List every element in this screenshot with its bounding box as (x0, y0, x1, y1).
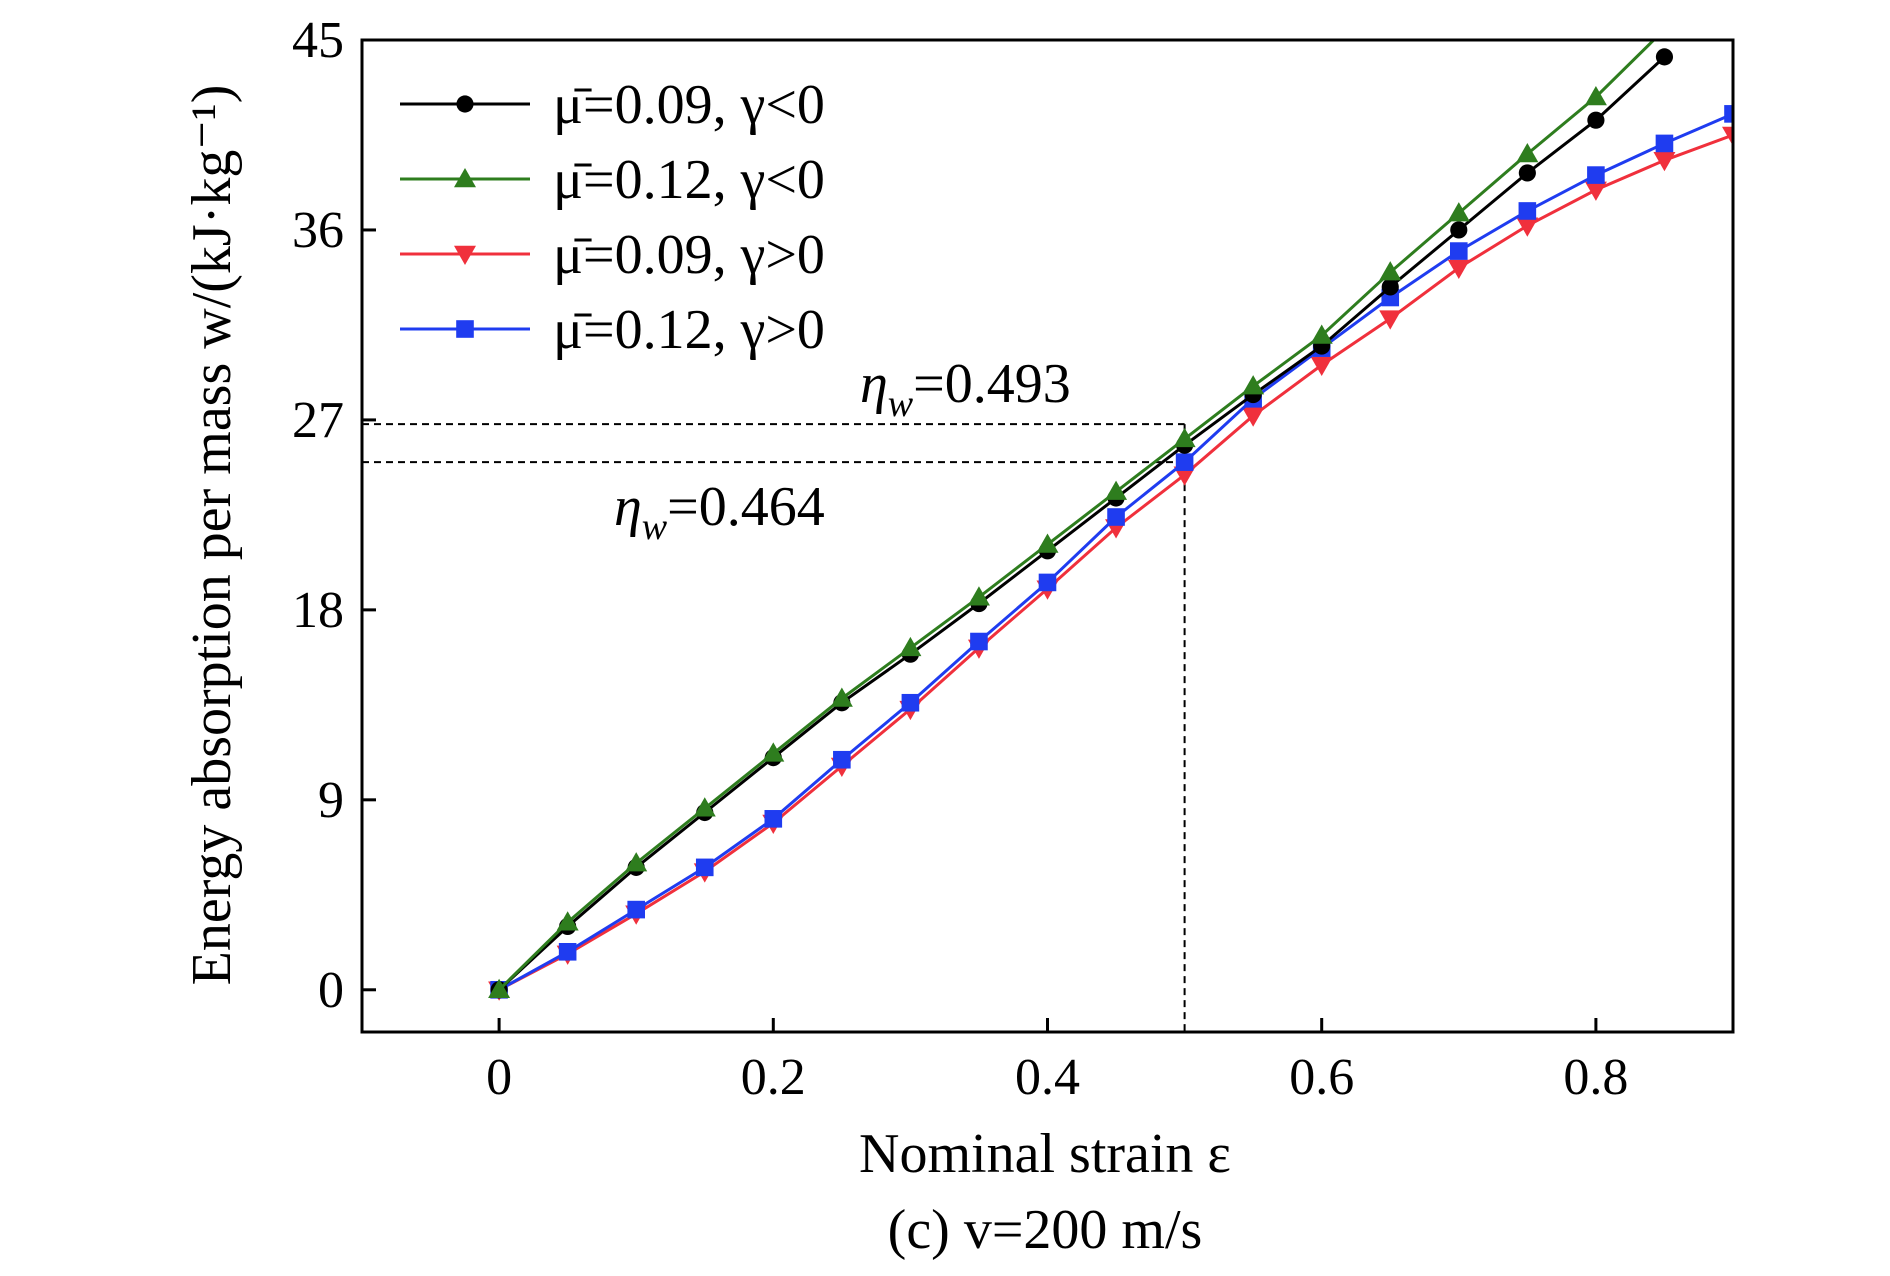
x-tick-label: 0.2 (741, 1049, 806, 1106)
data-point (693, 797, 716, 817)
data-point (1242, 407, 1265, 427)
data-point (1175, 453, 1194, 471)
data-point (1518, 202, 1537, 220)
data-point (1173, 427, 1196, 448)
data-point (1653, 152, 1676, 172)
y-tick-label: 36 (292, 202, 344, 259)
series-line (498, 55, 1666, 991)
data-point (1036, 533, 1059, 553)
data-point (456, 95, 474, 113)
axis-ticks-y: 0 9 18 27 36 45 (292, 12, 376, 1019)
data-point (764, 810, 783, 828)
data-point (970, 632, 988, 651)
data-point (899, 636, 922, 657)
legend-item: μ̄=0.12, γ>0 (400, 299, 825, 361)
data-point (1105, 480, 1128, 500)
data-point (627, 900, 645, 919)
x-tick-label: 0.8 (1563, 1049, 1628, 1106)
data-point (625, 852, 648, 872)
data-point (456, 320, 474, 338)
legend-item: μ̄=0.12, γ<0 (400, 149, 825, 211)
data-point (1587, 166, 1605, 184)
data-point (1653, 18, 1675, 37)
legend-label: μ̄=0.09, γ>0 (553, 224, 825, 286)
data-point (454, 245, 476, 265)
data-point (830, 687, 853, 707)
data-point (1655, 134, 1674, 153)
data-point (1518, 164, 1536, 182)
axis-ticks-x: 0 0.2 0.4 0.6 0.8 (486, 1018, 1628, 1106)
data-point (1724, 105, 1733, 123)
y-axis-label: Energy absorption per mass w/(kJ·kg⁻¹) (181, 85, 243, 986)
plot-frame (360, 38, 1735, 1034)
legend-item: μ̄=0.09, γ<0 (400, 74, 825, 136)
data-point (762, 742, 785, 762)
data-point (1173, 466, 1196, 486)
data-point (1379, 261, 1402, 281)
data-point (695, 858, 714, 877)
data-point (1447, 202, 1470, 222)
data-point (488, 978, 511, 999)
data-point (1516, 217, 1539, 237)
y-tick-label: 9 (318, 772, 344, 829)
data-point (1379, 310, 1402, 330)
data-point (1587, 111, 1605, 129)
data-point (1310, 356, 1333, 377)
data-point (901, 693, 920, 712)
data-point (1038, 573, 1057, 592)
x-tick-label: 0 (486, 1049, 512, 1106)
data-point (558, 942, 577, 961)
annotation-label: ηw=0.493 (860, 353, 1071, 425)
data-point (967, 586, 990, 606)
y-tick-label: 18 (292, 582, 344, 639)
x-axis-label: Nominal strain ε (859, 1123, 1231, 1185)
data-point (1242, 375, 1265, 395)
data-point (1450, 242, 1468, 260)
y-tick-label: 45 (292, 12, 344, 69)
data-point (1310, 324, 1333, 344)
legend-label: μ̄=0.12, γ<0 (553, 149, 825, 211)
series-line (498, 40, 1656, 991)
annotation-group: ηw=0.493 ηw=0.464 (614, 353, 1071, 548)
legend: μ̄=0.09, γ<0 μ̄=0.12, γ<0 μ̄=0.09, γ>0 μ̄=0… (400, 74, 825, 361)
legend-label: μ̄=0.09, γ<0 (553, 74, 825, 136)
data-point (1722, 126, 1733, 146)
data-point (454, 168, 476, 188)
data-point (833, 750, 851, 769)
annotation-label: ηw=0.464 (614, 476, 825, 548)
legend-label: μ̄=0.12, γ>0 (553, 299, 825, 361)
data-point (1655, 48, 1674, 66)
data-point (1450, 221, 1468, 239)
y-tick-label: 27 (292, 392, 344, 449)
x-tick-label: 0.6 (1289, 1049, 1354, 1106)
x-tick-label: 0.4 (1015, 1049, 1080, 1106)
plot-series (488, 18, 1733, 1001)
data-point (1584, 181, 1607, 201)
data-point (1381, 278, 1399, 296)
data-point (1584, 85, 1607, 106)
data-point (556, 911, 579, 931)
series-2 (488, 18, 1675, 999)
data-point (1447, 259, 1470, 279)
figure-caption: (c) v=200 m/s (888, 1199, 1203, 1261)
data-point (1107, 508, 1125, 526)
data-point (1516, 142, 1539, 163)
reference-lines (362, 423, 1186, 1032)
y-tick-label: 0 (318, 962, 344, 1019)
legend-item: μ̄=0.09, γ>0 (400, 224, 825, 286)
